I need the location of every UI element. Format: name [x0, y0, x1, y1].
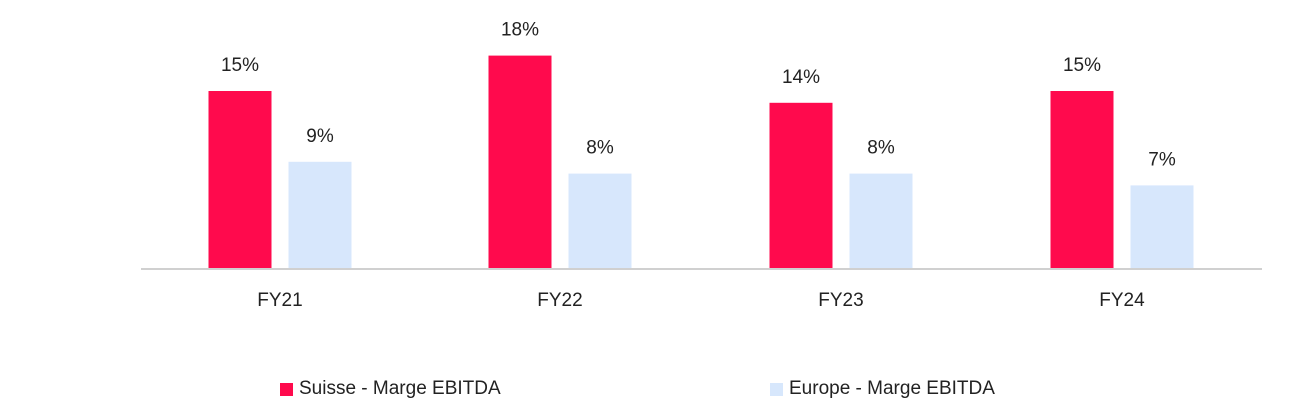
data-label-suisse-fy24: 15% — [1063, 55, 1101, 76]
bar-chart: 15% 18% 14% 15% 9% 8% 8% 7% FY21 FY22 FY23 FY24 — [141, 20, 1262, 311]
bars-group — [208, 55, 1194, 268]
x-tick-label-fy23: FY23 — [818, 290, 863, 311]
bar-suisse-fy22 — [488, 55, 552, 268]
data-label-suisse-fy21: 15% — [221, 55, 259, 76]
x-tick-label-fy21: FY21 — [257, 290, 302, 311]
bar-suisse-fy24 — [1050, 91, 1114, 268]
data-label-europe-fy21: 9% — [306, 126, 334, 147]
bar-europe-fy22 — [568, 173, 632, 268]
data-labels-group: 15% 18% 14% 15% 9% 8% 8% 7% — [221, 20, 1176, 171]
legend-item-europe: Europe - Marge EBITDA — [770, 378, 995, 400]
bar-europe-fy23 — [849, 173, 913, 268]
x-tick-labels-group: FY21 FY22 FY23 FY24 — [257, 290, 1145, 311]
data-label-europe-fy23: 8% — [867, 138, 895, 159]
bar-europe-fy21 — [288, 161, 352, 268]
legend-label-suisse: Suisse - Marge EBITDA — [299, 378, 501, 399]
legend-swatch-europe — [770, 382, 783, 396]
legend-item-suisse: Suisse - Marge EBITDA — [280, 378, 501, 400]
data-label-suisse-fy23: 14% — [782, 67, 820, 88]
legend-label-europe: Europe - Marge EBITDA — [789, 378, 995, 399]
bar-suisse-fy23 — [769, 102, 833, 268]
legend-swatch-suisse — [280, 382, 293, 396]
data-label-europe-fy24: 7% — [1148, 149, 1176, 170]
x-tick-label-fy22: FY22 — [537, 290, 582, 311]
data-label-europe-fy22: 8% — [586, 138, 614, 159]
legend: Suisse - Marge EBITDA Europe - Marge EBI… — [0, 378, 1298, 408]
bar-suisse-fy21 — [208, 91, 272, 268]
bar-europe-fy24 — [1130, 185, 1194, 268]
x-tick-label-fy24: FY24 — [1099, 290, 1145, 311]
data-label-suisse-fy22: 18% — [501, 20, 539, 41]
